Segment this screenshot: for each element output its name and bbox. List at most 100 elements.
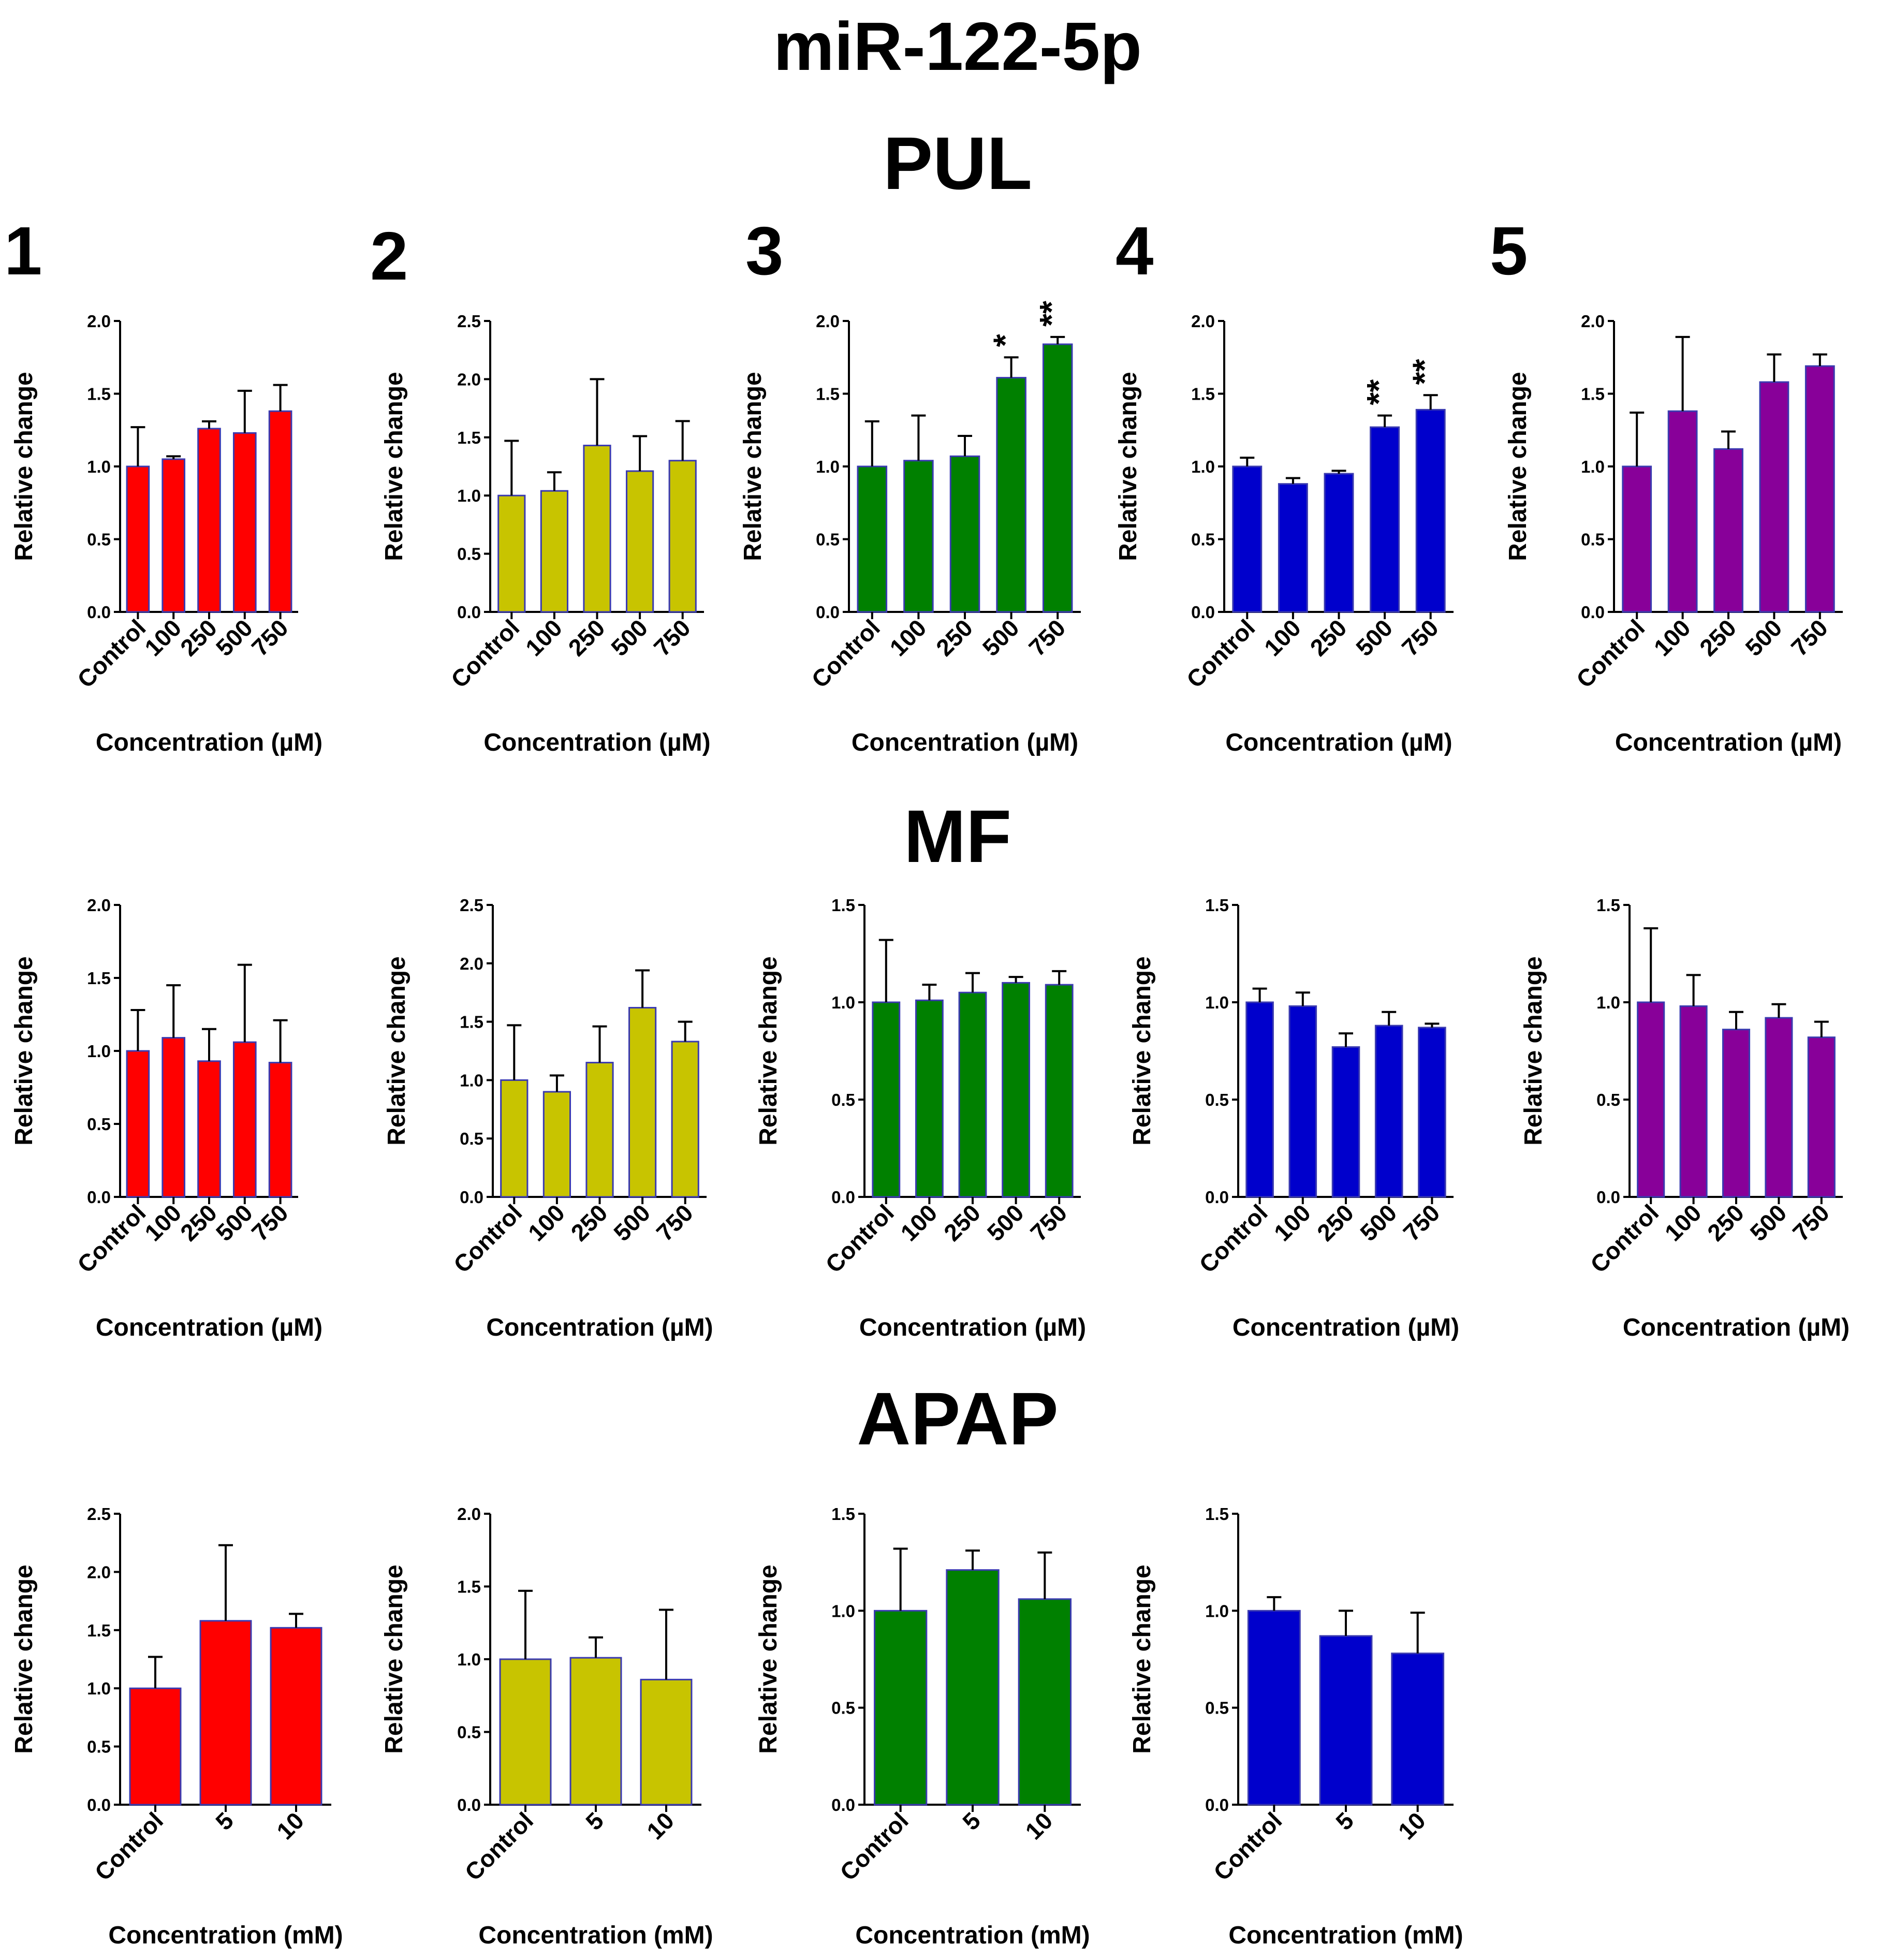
y-tick-label: 1.5 bbox=[457, 428, 481, 447]
y-tick-label: 1.5 bbox=[87, 969, 111, 988]
x-tick-label: 100 bbox=[884, 614, 931, 661]
y-tick-label: 1.5 bbox=[1596, 896, 1620, 915]
bar bbox=[874, 1610, 928, 1806]
x-axis-label: Concentration (µM) bbox=[483, 729, 710, 756]
x-axis-label: Concentration (mM) bbox=[108, 1922, 343, 1949]
bar bbox=[497, 494, 526, 613]
bar bbox=[915, 999, 944, 1198]
x-axis-label: Concentration (mM) bbox=[855, 1922, 1090, 1949]
significance-label: * bbox=[987, 334, 1024, 347]
y-tick-label: 0.0 bbox=[1205, 1188, 1229, 1207]
x-axis-label: Concentration (mM) bbox=[478, 1922, 713, 1949]
bar bbox=[903, 460, 934, 613]
x-tick-label: 750 bbox=[1023, 614, 1070, 661]
bar bbox=[585, 1062, 614, 1198]
x-tick-label: Control bbox=[806, 614, 885, 693]
bar bbox=[1415, 408, 1446, 613]
bar bbox=[668, 460, 697, 613]
y-tick-label: 0.0 bbox=[831, 1795, 855, 1815]
y-tick-label: 1.0 bbox=[457, 1650, 481, 1669]
bar bbox=[268, 1062, 292, 1198]
bar bbox=[625, 470, 654, 613]
x-tick-label: 500 bbox=[977, 614, 1024, 661]
significance-label: ** bbox=[1033, 301, 1070, 327]
bar bbox=[1319, 1635, 1373, 1806]
bar bbox=[628, 1007, 657, 1198]
y-tick-label: 1.0 bbox=[457, 486, 481, 505]
y-tick-label: 2.0 bbox=[816, 312, 840, 331]
bar bbox=[1622, 465, 1652, 613]
x-axis-label: Concentration (µM) bbox=[1623, 1314, 1850, 1341]
x-tick-label: 500 bbox=[608, 1199, 655, 1246]
bar bbox=[1288, 1005, 1317, 1198]
y-tick-label: 2.0 bbox=[87, 1562, 111, 1582]
bar bbox=[542, 1091, 571, 1198]
y-tick-label: 1.5 bbox=[87, 385, 111, 404]
x-axis-label: Concentration (µM) bbox=[1225, 729, 1452, 756]
x-tick-label: 100 bbox=[523, 1199, 570, 1246]
x-tick-label: 100 bbox=[1269, 1199, 1316, 1246]
y-tick-label: 1.0 bbox=[1596, 993, 1620, 1012]
y-axis-label: Relative change bbox=[1128, 956, 1156, 1145]
y-tick-label: 2.0 bbox=[1191, 312, 1215, 331]
x-tick-label: 5 bbox=[1330, 1807, 1359, 1835]
y-axis-label: Relative change bbox=[755, 956, 782, 1145]
section-title-apap: APAP bbox=[857, 1377, 1058, 1460]
y-tick-label: 0.0 bbox=[1205, 1795, 1229, 1815]
y-axis-label: Relative change bbox=[10, 372, 38, 561]
bar bbox=[872, 1001, 901, 1198]
bar bbox=[1637, 1001, 1665, 1198]
x-tick-label: 100 bbox=[520, 614, 567, 661]
bar bbox=[499, 1658, 552, 1806]
y-axis-label: Relative change bbox=[383, 956, 410, 1145]
bar bbox=[126, 1050, 150, 1198]
y-tick-label: 1.5 bbox=[1205, 1504, 1229, 1524]
x-tick-label: Control bbox=[446, 614, 524, 693]
y-tick-label: 2.0 bbox=[457, 370, 481, 389]
x-axis-label: Concentration (µM) bbox=[859, 1314, 1086, 1341]
y-tick-label: 0.5 bbox=[1596, 1090, 1620, 1109]
x-axis-label: Concentration (µM) bbox=[852, 729, 1078, 756]
y-tick-label: 1.5 bbox=[831, 1504, 855, 1524]
bar bbox=[162, 458, 186, 613]
y-tick-label: 1.5 bbox=[831, 896, 855, 915]
bar bbox=[270, 1627, 322, 1806]
bar bbox=[583, 445, 611, 613]
y-tick-label: 1.0 bbox=[460, 1071, 483, 1090]
panel-number-1: 1 bbox=[4, 213, 42, 289]
x-axis-label: Concentration (µM) bbox=[1615, 729, 1842, 756]
y-tick-label: 0.0 bbox=[87, 1795, 111, 1815]
x-tick-label: 750 bbox=[246, 614, 294, 661]
y-tick-label: 2.0 bbox=[457, 1504, 481, 1524]
x-tick-label: 500 bbox=[982, 1199, 1029, 1246]
y-axis-label: Relative change bbox=[739, 372, 767, 561]
y-tick-label: 0.0 bbox=[816, 603, 840, 622]
y-axis-label: Relative change bbox=[380, 372, 408, 561]
x-axis-label: Concentration (mM) bbox=[1228, 1922, 1463, 1949]
y-axis-label: Relative change bbox=[1114, 372, 1142, 561]
y-tick-label: 1.5 bbox=[460, 1013, 483, 1032]
chart-9: 0.0 0.5 1.0 1.5 Relative change Control100250… bbox=[1128, 896, 1459, 1341]
x-tick-label: 750 bbox=[1786, 614, 1833, 661]
y-tick-label: 0.5 bbox=[831, 1090, 855, 1109]
y-tick-label: 1.0 bbox=[87, 1679, 111, 1698]
y-tick-label: 0.5 bbox=[1581, 530, 1605, 549]
y-tick-label: 1.0 bbox=[87, 457, 111, 476]
y-tick-label: 1.0 bbox=[87, 1042, 111, 1061]
x-tick-label: 250 bbox=[931, 614, 978, 661]
x-tick-label: 10 bbox=[1393, 1807, 1431, 1845]
bar bbox=[1765, 1017, 1793, 1198]
bar bbox=[197, 428, 221, 613]
y-tick-label: 0.5 bbox=[460, 1129, 483, 1148]
chart-7: 0.0 0.5 1.0 1.5 2.0 2.5 Relative change Control… bbox=[383, 896, 713, 1341]
x-tick-label: 250 bbox=[1312, 1199, 1359, 1246]
panel-number-3: 3 bbox=[745, 213, 783, 289]
bar bbox=[1667, 410, 1698, 613]
y-axis-label: Relative change bbox=[10, 956, 38, 1145]
y-tick-label: 0.0 bbox=[457, 1795, 481, 1815]
x-tick-label: 100 bbox=[1649, 614, 1696, 661]
bar bbox=[540, 490, 569, 613]
chart-3: 0.0 0.5 1.0 1.5 2.0 Relative change Control100… bbox=[739, 301, 1081, 756]
y-axis-label: Relative change bbox=[380, 1564, 408, 1753]
